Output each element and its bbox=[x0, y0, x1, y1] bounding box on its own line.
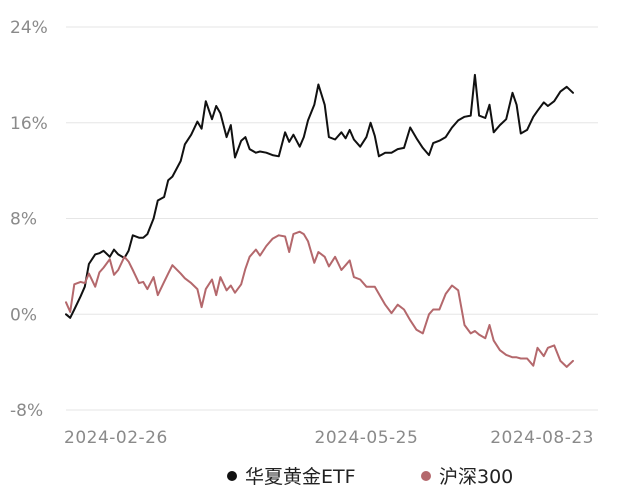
y-tick-label: 8% bbox=[10, 210, 37, 230]
x-tick-label: 2024-05-25 bbox=[315, 428, 419, 448]
y-tick-label: -8% bbox=[10, 401, 43, 421]
series-line bbox=[65, 73, 574, 319]
x-axis: 2024-02-26 2024-05-25 2024-08-23 bbox=[64, 428, 594, 448]
grid bbox=[66, 26, 598, 411]
y-axis: 24% 16% 8% 0% -8% bbox=[10, 18, 48, 421]
legend-label: 华夏黄金ETF bbox=[245, 466, 356, 488]
legend-marker bbox=[227, 471, 237, 481]
series-lines bbox=[65, 73, 574, 368]
x-tick-label: 2024-02-26 bbox=[64, 428, 168, 448]
legend: 华夏黄金ETF 沪深300 bbox=[227, 466, 513, 488]
legend-label: 沪深300 bbox=[439, 466, 513, 488]
y-tick-label: 24% bbox=[10, 18, 48, 38]
series-line bbox=[65, 230, 574, 368]
x-tick-label: 2024-08-23 bbox=[490, 428, 594, 448]
legend-marker bbox=[421, 471, 431, 481]
y-tick-label: 0% bbox=[10, 305, 37, 325]
y-tick-label: 16% bbox=[10, 114, 48, 134]
